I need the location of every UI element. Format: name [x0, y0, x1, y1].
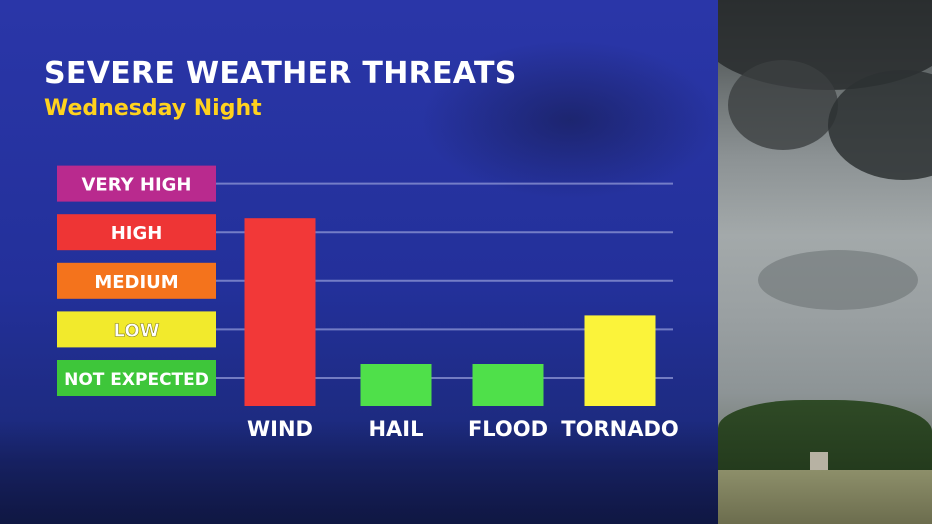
bar-hail — [360, 364, 432, 406]
category-label: FLOOD — [468, 417, 548, 441]
storm-photo — [718, 0, 932, 524]
level-box — [57, 360, 216, 396]
bar-wind — [244, 218, 316, 406]
ground-silhouette — [0, 420, 718, 524]
dark-cloud — [728, 60, 838, 150]
chart-title: SEVERE WEATHER THREATS — [44, 56, 517, 91]
bar-flood — [472, 364, 544, 406]
cloud-haze — [420, 40, 718, 200]
level-box — [57, 165, 216, 202]
level-box — [57, 311, 216, 348]
chart-subtitle: Wednesday Night — [44, 96, 262, 121]
graphic-panel — [0, 0, 718, 524]
level-label: VERY HIGH — [81, 175, 191, 196]
grass-field — [718, 470, 932, 524]
bar-tornado — [584, 315, 656, 406]
level-box — [57, 262, 216, 299]
category-label: TORNADO — [561, 417, 678, 441]
level-label: MEDIUM — [94, 272, 178, 293]
level-box — [57, 214, 216, 251]
category-label: HAIL — [368, 417, 423, 441]
level-label: HIGH — [111, 223, 163, 244]
level-label: LOW — [114, 320, 160, 341]
gray-cloud — [758, 250, 918, 310]
threat-chart: NOT EXPECTED LOW MEDIUM HIGH VERY HIGH WIND HA… — [57, 165, 679, 441]
level-label: NOT EXPECTED — [64, 370, 209, 390]
category-label: WIND — [247, 417, 313, 441]
